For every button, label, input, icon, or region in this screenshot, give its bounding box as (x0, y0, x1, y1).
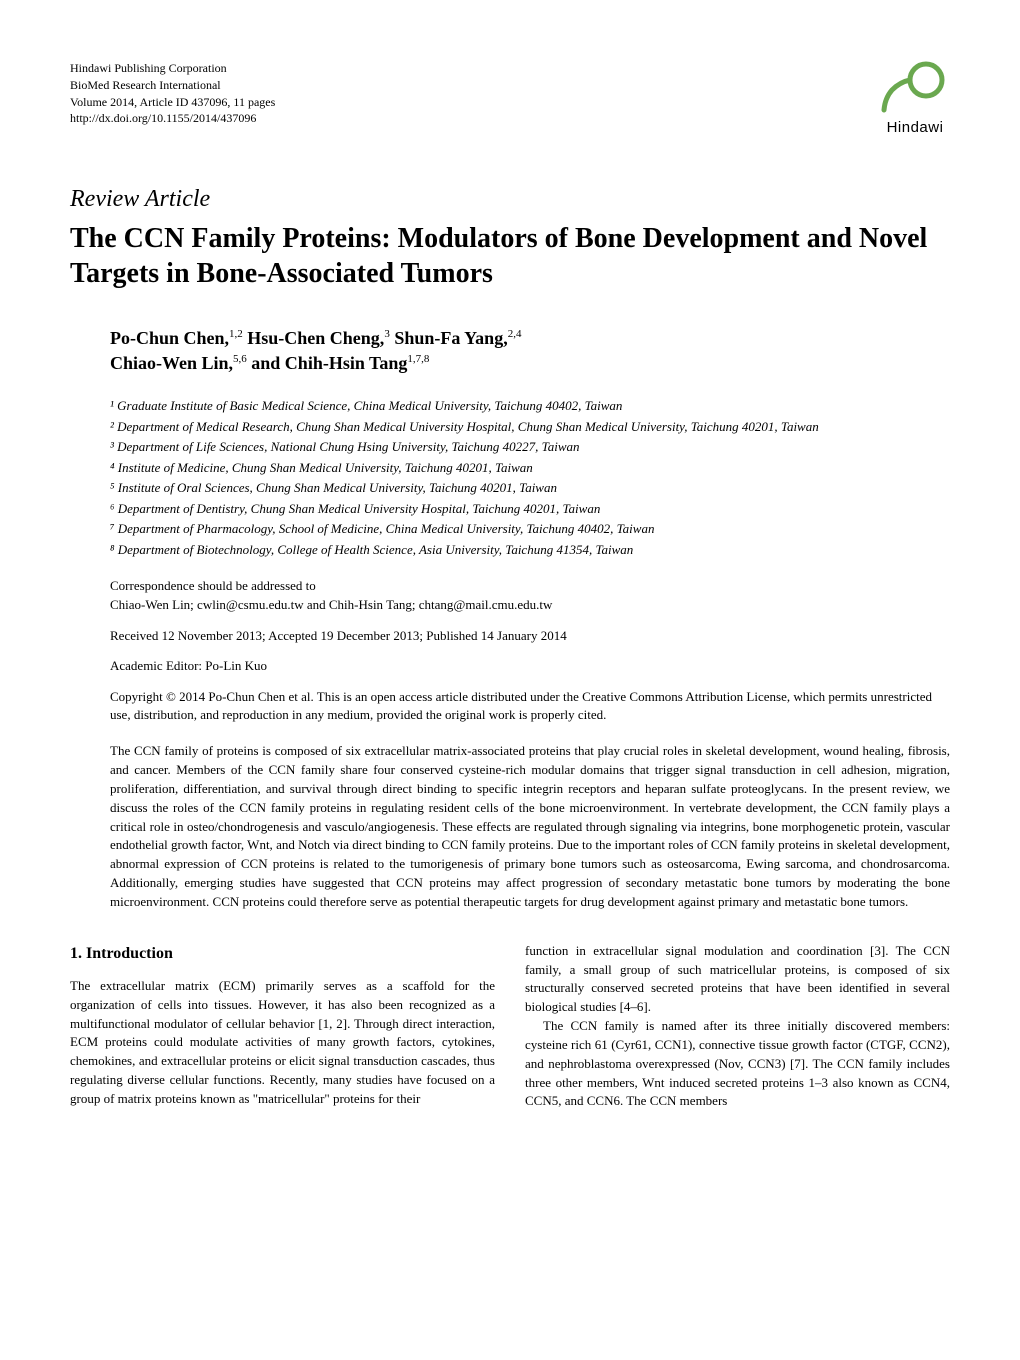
copyright-text: Copyright © 2014 Po-Chun Chen et al. Thi… (70, 688, 950, 724)
author-name: Hsu-Chen Cheng, (243, 328, 385, 348)
logo-text: Hindawi (887, 119, 944, 136)
body-paragraph: function in extracellular signal modulat… (525, 942, 950, 1017)
affiliation: ⁷ Department of Pharmacology, School of … (110, 519, 950, 539)
affiliation: ³ Department of Life Sciences, National … (110, 437, 950, 457)
author-name: Shun-Fa Yang, (390, 328, 508, 348)
article-title: The CCN Family Proteins: Modulators of B… (70, 221, 950, 291)
page-header: Hindawi Publishing Corporation BioMed Re… (70, 60, 950, 136)
article-type: Review Article (70, 186, 950, 213)
journal-name: BioMed Research International (70, 77, 275, 94)
abstract-text: The CCN family of proteins is composed o… (70, 742, 950, 912)
affiliation: ⁴ Institute of Medicine, Chung Shan Medi… (110, 458, 950, 478)
body-paragraph: The extracellular matrix (ECM) primarily… (70, 977, 495, 1109)
dates-line: Received 12 November 2013; Accepted 19 D… (70, 628, 950, 644)
volume-info: Volume 2014, Article ID 437096, 11 pages (70, 94, 275, 111)
section-heading: 1. Introduction (70, 942, 495, 965)
correspondence-block: Correspondence should be addressed to Ch… (70, 577, 950, 613)
author-name: Chiao-Wen Lin, (110, 353, 233, 373)
author-affil-sup: 1,7,8 (407, 353, 429, 365)
affiliation: ⁶ Department of Dentistry, Chung Shan Me… (110, 499, 950, 519)
correspondence-text: Chiao-Wen Lin; cwlin@csmu.edu.tw and Chi… (110, 596, 950, 614)
author-name: and Chih-Hsin Tang (247, 353, 408, 373)
affiliation: ¹ Graduate Institute of Basic Medical Sc… (110, 396, 950, 416)
affiliation: ² Department of Medical Research, Chung … (110, 417, 950, 437)
affiliation: ⁵ Institute of Oral Sciences, Chung Shan… (110, 478, 950, 498)
author-affil-sup: 5,6 (233, 353, 247, 365)
left-column: 1. Introduction The extracellular matrix… (70, 942, 495, 1112)
body-paragraph: The CCN family is named after its three … (525, 1017, 950, 1111)
publisher-logo: Hindawi (880, 60, 950, 136)
hindawi-logo-icon (880, 60, 950, 115)
author-affil-sup: 2,4 (508, 328, 522, 340)
right-column: function in extracellular signal modulat… (525, 942, 950, 1112)
authors-block: Po-Chun Chen,1,2 Hsu-Chen Cheng,3 Shun-F… (70, 326, 950, 376)
author-affil-sup: 1,2 (229, 328, 243, 340)
publisher-name: Hindawi Publishing Corporation (70, 60, 275, 77)
doi-link: http://dx.doi.org/10.1155/2014/437096 (70, 110, 275, 127)
academic-editor: Academic Editor: Po-Lin Kuo (70, 658, 950, 674)
author-name: Po-Chun Chen, (110, 328, 229, 348)
correspondence-label: Correspondence should be addressed to (110, 577, 950, 595)
body-columns: 1. Introduction The extracellular matrix… (70, 942, 950, 1112)
affiliation: ⁸ Department of Biotechnology, College o… (110, 540, 950, 560)
affiliations-block: ¹ Graduate Institute of Basic Medical Sc… (70, 396, 950, 559)
journal-info: Hindawi Publishing Corporation BioMed Re… (70, 60, 275, 127)
